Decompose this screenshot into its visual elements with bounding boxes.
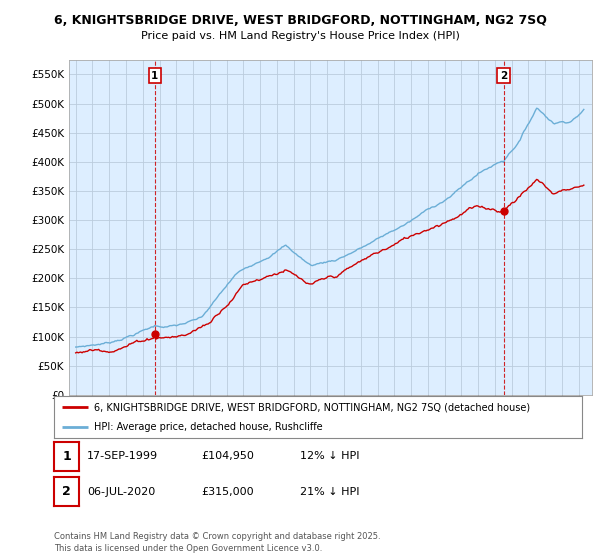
Text: 12% ↓ HPI: 12% ↓ HPI [300, 451, 359, 461]
Text: 6, KNIGHTSBRIDGE DRIVE, WEST BRIDGFORD, NOTTINGHAM, NG2 7SQ (detached house): 6, KNIGHTSBRIDGE DRIVE, WEST BRIDGFORD, … [94, 402, 530, 412]
Text: 17-SEP-1999: 17-SEP-1999 [87, 451, 158, 461]
Text: HPI: Average price, detached house, Rushcliffe: HPI: Average price, detached house, Rush… [94, 422, 322, 432]
Text: Price paid vs. HM Land Registry's House Price Index (HPI): Price paid vs. HM Land Registry's House … [140, 31, 460, 41]
Text: 2: 2 [62, 485, 71, 498]
Text: £315,000: £315,000 [201, 487, 254, 497]
Text: 21% ↓ HPI: 21% ↓ HPI [300, 487, 359, 497]
Text: 1: 1 [151, 71, 158, 81]
Text: 1: 1 [62, 450, 71, 463]
Text: Contains HM Land Registry data © Crown copyright and database right 2025.
This d: Contains HM Land Registry data © Crown c… [54, 533, 380, 553]
Text: £104,950: £104,950 [201, 451, 254, 461]
Text: 6, KNIGHTSBRIDGE DRIVE, WEST BRIDGFORD, NOTTINGHAM, NG2 7SQ: 6, KNIGHTSBRIDGE DRIVE, WEST BRIDGFORD, … [53, 14, 547, 27]
Text: 2: 2 [500, 71, 507, 81]
Text: 06-JUL-2020: 06-JUL-2020 [87, 487, 155, 497]
